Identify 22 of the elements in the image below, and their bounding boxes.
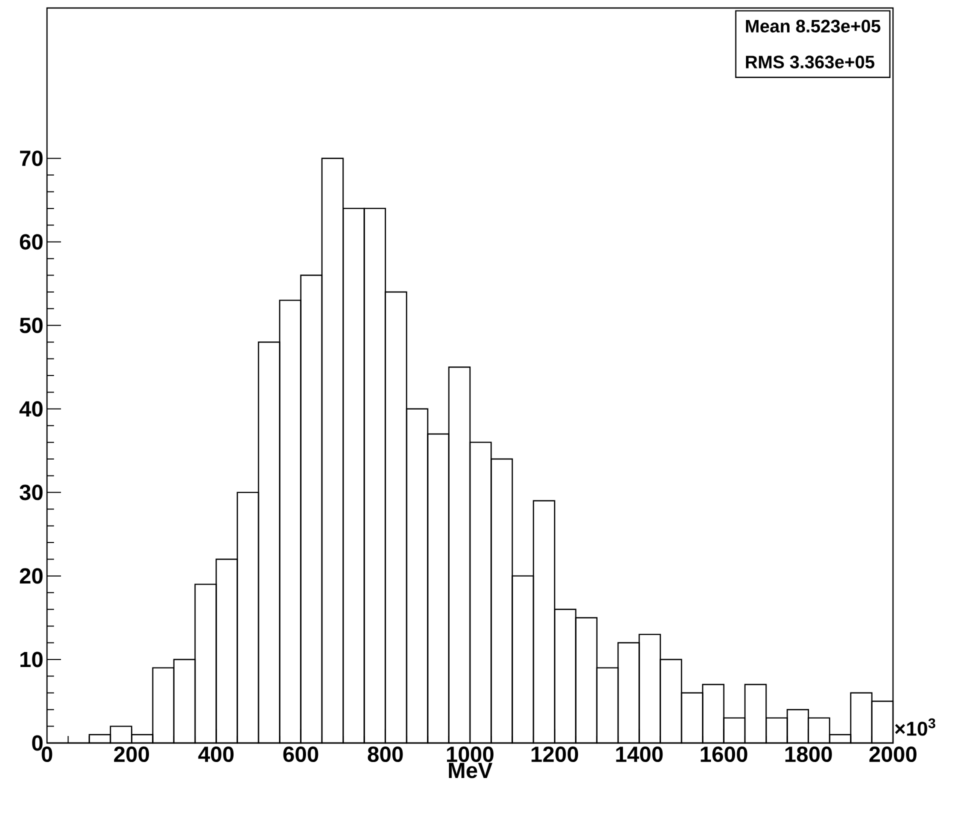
annotation: Mean 8.523e+05 xyxy=(746,20,880,33)
y-tick-label: 50 xyxy=(20,318,43,334)
x-tick-label: 200 xyxy=(114,746,149,762)
y-tick-label: 0 xyxy=(32,735,43,751)
x-tick-label: 1600 xyxy=(700,746,748,762)
x-tick-label: 1800 xyxy=(785,746,832,762)
x-tick-label: 1400 xyxy=(616,746,663,762)
y-tick-label: 20 xyxy=(20,568,43,584)
y-tick-label: 10 xyxy=(20,652,43,668)
y-tick-label: 40 xyxy=(19,401,43,417)
x-tick-label: 1000 xyxy=(447,746,494,762)
annotation: RMS 3.363e+05 xyxy=(746,56,874,68)
x-tick-label: 400 xyxy=(198,746,234,762)
y-tick-label: 30 xyxy=(20,484,43,500)
x-tick-label: 800 xyxy=(368,746,403,762)
y-tick-label: 60 xyxy=(20,234,43,250)
x-tick-label: 1200 xyxy=(532,746,578,762)
x-tick-label: 2000 xyxy=(869,746,916,762)
x-axis-title: MeV xyxy=(448,762,492,778)
y-tick-label: 70 xyxy=(20,150,43,166)
text: ×10$^{3}$ xyxy=(895,718,936,736)
x-tick-label: 600 xyxy=(283,746,318,762)
